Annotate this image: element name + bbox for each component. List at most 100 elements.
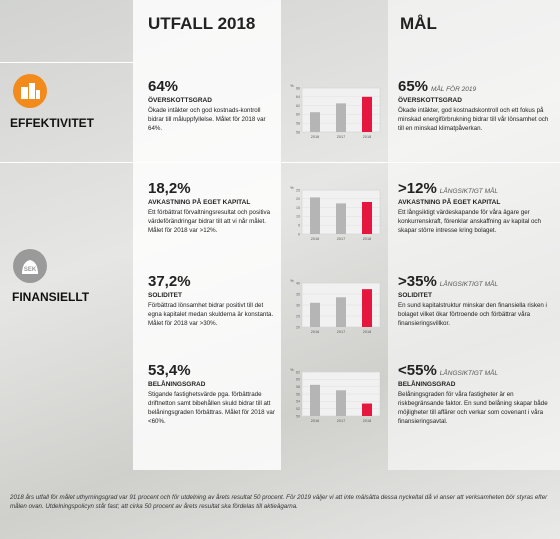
x-tick-label: 2017: [337, 330, 345, 334]
x-tick-label: 2018: [363, 237, 371, 241]
bar: [310, 112, 320, 132]
goal-text: Ökade intäkter, god kostnadskontroll och…: [398, 107, 549, 132]
divider: [0, 62, 135, 63]
kpi-chart: % 56 58 60 62 64 66 2016 2017 2018: [290, 83, 381, 139]
efficiency-icon: [13, 74, 47, 108]
y-tick-label: 25: [296, 314, 300, 318]
bar: [362, 289, 372, 327]
y-tick-label: 15: [296, 206, 300, 210]
y-tick-label: 54: [296, 400, 300, 404]
goal-value: >12%: [398, 180, 437, 197]
bar: [336, 390, 346, 416]
y-tick-label: 10: [296, 215, 300, 219]
y-tick-label: 40: [296, 281, 300, 285]
goal-title: ÖVERSKOTTSGRAD: [398, 97, 462, 104]
y-tick-label: 56: [296, 130, 300, 134]
bar: [362, 403, 372, 416]
kpi-outcome: 37,2% SOLIDITET Förbättrad lönsamhet bidra…: [148, 273, 276, 329]
y-tick-label: 20: [296, 325, 300, 329]
x-tick-label: 2017: [337, 237, 345, 241]
kpi-outcome: 18,2% AVKASTNING PÅ EGET KAPITAL Ett förbä…: [148, 180, 276, 236]
unit-label: %: [290, 278, 294, 283]
y-tick-label: 58: [296, 122, 300, 126]
x-tick-label: 2018: [363, 135, 371, 139]
y-tick-label: 0: [298, 232, 300, 236]
kpi-title: ÖVERSKOTTSGRAD: [148, 97, 212, 104]
kpi-value: 37,2%: [148, 273, 191, 290]
bar: [310, 197, 320, 234]
unit-label: %: [290, 185, 294, 190]
kpi-outcome: 64% ÖVERSKOTTSGRAD Ökade intäkter och god …: [148, 78, 276, 134]
goal-head: 65% MÅL FÖR 2019: [398, 78, 550, 95]
kpi-value: 64%: [148, 78, 179, 95]
goal-note: LÅNGSIKTIGT MÅL: [439, 281, 498, 288]
goal-note: LÅNGSIKTIGT MÅL: [439, 370, 498, 377]
kpi-text: Förbättrad lönsamhet bidrar positivt til…: [148, 302, 274, 327]
y-tick-label: 62: [296, 370, 300, 374]
kpi-title: BELÅNINGSGRAD: [148, 381, 206, 388]
y-tick-label: 25: [296, 188, 300, 192]
kpi-text: Ökade intäkter och god kostnads-kontroll…: [148, 107, 266, 132]
x-tick-label: 2017: [337, 419, 345, 423]
y-tick-label: 66: [296, 86, 300, 90]
y-tick-label: 60: [296, 378, 300, 382]
bar: [336, 203, 346, 234]
y-tick-label: 35: [296, 292, 300, 296]
footnote: 2018 års utfall för målet uthyrningsgrad…: [10, 494, 548, 510]
kpi-goal: 65% MÅL FÖR 2019 ÖVERSKOTTSGRAD Ökade intäk…: [398, 78, 550, 134]
y-tick-label: 58: [296, 385, 300, 389]
goal-text: Belåningsgraden för våra fastigheter är …: [398, 391, 548, 425]
column-header: MÅL: [400, 14, 437, 33]
y-tick-label: 30: [296, 303, 300, 307]
unit-label: %: [290, 367, 294, 372]
x-tick-label: 2018: [363, 419, 371, 423]
goal-title: SOLIDITET: [398, 292, 432, 299]
goal-value: <55%: [398, 362, 437, 379]
goal-head: >12% LÅNGSIKTIGT MÅL: [398, 180, 550, 197]
icon-text: SEK: [24, 267, 37, 273]
bar: [336, 297, 346, 327]
goal-head: >35% LÅNGSIKTIGT MÅL: [398, 273, 550, 290]
divider: [0, 162, 560, 163]
goal-value: 65%: [398, 78, 429, 95]
x-tick-label: 2016: [311, 330, 319, 334]
section-label: EFFEKTIVITET: [10, 116, 94, 130]
column-header: UTFALL 2018: [148, 14, 256, 33]
y-tick-label: 62: [296, 104, 300, 108]
goal-panel: [388, 0, 560, 470]
bar: [310, 302, 320, 327]
y-tick-label: 20: [296, 197, 300, 201]
goal-title: AVKASTNING PÅ EGET KAPITAL: [398, 199, 501, 206]
goal-text: En sund kapitalstruktur minskar den fina…: [398, 302, 547, 327]
y-tick-label: 52: [296, 407, 300, 411]
kpi-title: AVKASTNING PÅ EGET KAPITAL: [148, 199, 251, 206]
y-tick-label: 64: [296, 95, 300, 99]
goal-note: LÅNGSIKTIGT MÅL: [439, 188, 498, 195]
kpi-chart: % 0 5 10 15 20 25 2016 2017 2018: [290, 185, 381, 241]
goal-head: <55% LÅNGSIKTIGT MÅL: [398, 362, 550, 379]
white-panel: [133, 0, 281, 470]
x-tick-label: 2017: [337, 135, 345, 139]
kpi-value: 18,2%: [148, 180, 191, 197]
goal-text: Ett långsiktigt värdeskapande för våra ä…: [398, 209, 541, 234]
kpi-goal: >35% LÅNGSIKTIGT MÅL SOLIDITET En sund kapi…: [398, 273, 550, 329]
goal-title: BELÅNINGSGRAD: [398, 381, 456, 388]
bar: [336, 103, 346, 132]
kpi-text: Ett förbättrat förvaltningsresultat och …: [148, 209, 271, 234]
kpi-value: 53,4%: [148, 362, 191, 379]
y-tick-label: 50: [296, 414, 300, 418]
bar: [362, 96, 372, 132]
y-tick-label: 56: [296, 392, 300, 396]
goal-value: >35%: [398, 273, 437, 290]
kpi-chart: % 50 52 54 56 58 60 62 2016 2017 2018: [290, 367, 381, 423]
bar: [362, 201, 372, 234]
unit-label: %: [290, 83, 294, 88]
x-tick-label: 2018: [363, 330, 371, 334]
bar: [310, 384, 320, 416]
kpi-title: SOLIDITET: [148, 292, 182, 299]
section-label: FINANSIELLT: [12, 290, 90, 304]
y-tick-label: 60: [296, 113, 300, 117]
kpi-outcome: 53,4% BELÅNINGSGRAD Stigande fastighetsvär…: [148, 362, 276, 427]
kpi-chart: % 20 25 30 35 40 2016 2017 2018: [290, 278, 381, 334]
